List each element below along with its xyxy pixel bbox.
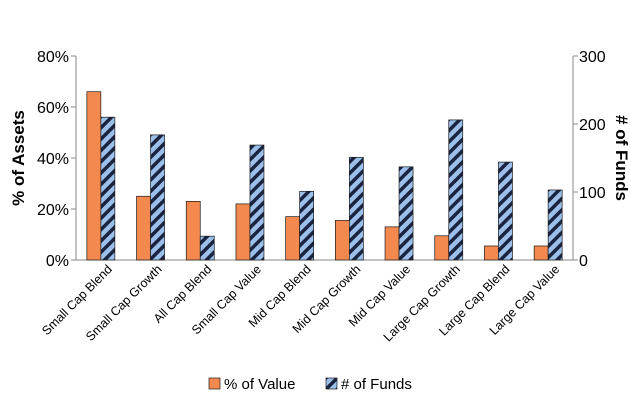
- bar-num-funds: [349, 156, 364, 261]
- bar-num-funds: [398, 166, 414, 261]
- bar-pct-value: [185, 201, 201, 261]
- bar-pct-value: [86, 91, 102, 261]
- bar-num-funds: [199, 235, 215, 261]
- left-tick-label: 0%: [46, 253, 69, 270]
- right-tick-label: 200: [579, 117, 606, 134]
- right-tick-label: 0: [579, 253, 588, 270]
- bar-num-funds: [150, 134, 165, 261]
- bar-pct-value: [235, 203, 251, 261]
- bar-pct-value: [384, 226, 400, 261]
- right-tick-label: 300: [579, 49, 606, 66]
- legend-label-num-funds: # of Funds: [341, 376, 412, 393]
- right-tick-label: 100: [579, 185, 606, 202]
- left-tick-label: 40%: [37, 151, 69, 168]
- bar-pct-value: [335, 220, 350, 261]
- bar-num-funds: [299, 190, 314, 261]
- bar-num-funds: [249, 144, 265, 261]
- bar-pct-value: [434, 235, 450, 261]
- left-tick-label: 80%: [37, 49, 69, 66]
- bar-num-funds: [547, 189, 563, 261]
- bar-num-funds: [100, 116, 116, 261]
- bar-pct-value: [533, 245, 549, 261]
- legend-swatch-num-funds: [325, 377, 338, 390]
- legend-swatch-pct-value: [208, 377, 221, 390]
- bar-num-funds: [448, 119, 464, 261]
- bar-num-funds: [498, 161, 513, 261]
- bar-pct-value: [285, 216, 300, 261]
- legend-label-pct-value: % of Value: [224, 376, 295, 393]
- left-tick-label: 60%: [37, 100, 69, 117]
- bar-pct-value: [484, 245, 499, 261]
- y-axis-title: % of Assets: [9, 110, 28, 206]
- bar-pct-value: [136, 195, 151, 261]
- y2-axis-title: # of Funds: [612, 115, 630, 201]
- left-tick-label: 20%: [37, 202, 69, 219]
